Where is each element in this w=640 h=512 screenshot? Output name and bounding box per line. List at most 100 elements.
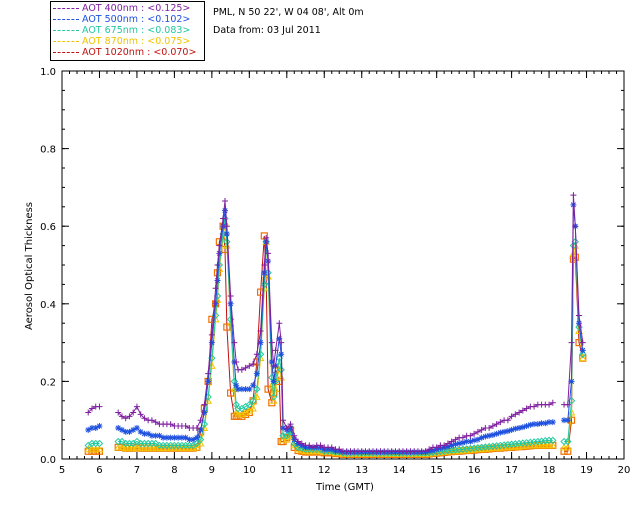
data-point	[137, 411, 144, 418]
data-point	[233, 359, 240, 365]
data-point	[156, 432, 163, 439]
data-point	[426, 446, 433, 453]
data-point	[478, 426, 485, 433]
y-tick-label: 1.0	[40, 67, 56, 78]
data-point	[568, 339, 575, 346]
data-point	[549, 436, 557, 445]
data-point	[88, 424, 95, 431]
data-point	[549, 399, 556, 406]
x-tick-label: 6	[96, 465, 102, 476]
data-point	[256, 350, 265, 358]
y-tick-label: 0.0	[40, 455, 56, 466]
data-point	[152, 432, 159, 439]
data-point	[270, 378, 277, 385]
series-line	[87, 218, 584, 454]
data-point	[141, 430, 148, 437]
data-point	[133, 437, 141, 446]
data-point	[125, 444, 134, 452]
data-point	[208, 331, 215, 338]
data-point	[130, 426, 137, 433]
data-point	[118, 413, 125, 420]
x-tick-label: 17	[505, 465, 518, 476]
x-axis-label: Time (GMT)	[315, 482, 374, 493]
data-point	[249, 404, 257, 412]
series-4	[84, 222, 587, 458]
data-point	[278, 339, 285, 346]
data-point	[516, 424, 523, 431]
data-point	[205, 378, 212, 385]
data-point	[267, 381, 276, 389]
data-point	[246, 386, 253, 393]
data-point	[148, 444, 156, 452]
data-point	[486, 432, 493, 439]
data-point	[317, 442, 324, 449]
data-point	[196, 435, 205, 444]
x-tick-label: 18	[543, 465, 556, 476]
legend-item-870: AOT 870nm : <0.075>	[53, 36, 190, 47]
data-point	[570, 192, 577, 199]
x-tick-label: 8	[171, 465, 177, 476]
data-point	[250, 360, 257, 367]
data-point	[151, 444, 160, 452]
data-point	[122, 428, 129, 435]
data-point	[576, 312, 583, 319]
legend-label: AOT 1020nm : <0.070>	[82, 47, 197, 58]
series-line	[87, 195, 584, 452]
data-point	[167, 434, 174, 441]
data-point	[523, 405, 530, 412]
data-point	[263, 234, 270, 241]
data-point	[208, 339, 215, 346]
data-point	[260, 280, 269, 289]
data-point	[214, 262, 221, 268]
data-point	[223, 323, 231, 331]
data-point	[197, 417, 204, 424]
data-point	[204, 396, 212, 404]
legend-item-500: AOT 500nm : <0.102>	[53, 14, 190, 25]
data-point	[526, 441, 535, 449]
axes: 5 6 7 8 9 10 11 12 13 14 15 16 17 18 19 20 0.0 0.2 0.4 0.6 0…	[40, 67, 630, 476]
data-point	[441, 442, 448, 449]
data-point	[212, 285, 219, 292]
data-point	[242, 364, 249, 371]
data-point	[163, 434, 170, 441]
data-point	[291, 436, 298, 443]
data-point	[452, 441, 459, 448]
legend-swatch	[53, 19, 79, 20]
data-point	[167, 421, 174, 428]
data-point	[519, 424, 526, 431]
legend-label: AOT 675nm : <0.083>	[82, 25, 191, 36]
data-point	[193, 439, 201, 448]
data-point	[264, 385, 272, 393]
data-point	[531, 421, 538, 428]
data-point	[118, 426, 125, 433]
data-point	[564, 447, 572, 455]
data-point	[121, 444, 130, 452]
data-point	[85, 409, 92, 416]
data-point	[151, 439, 160, 448]
x-tick-label: 14	[393, 465, 406, 476]
data-point	[88, 405, 95, 412]
data-point	[511, 442, 520, 450]
data-point	[238, 386, 245, 393]
data-point	[136, 444, 145, 452]
data-point	[568, 378, 575, 385]
data-point	[92, 424, 99, 431]
data-point	[268, 359, 275, 365]
data-point	[527, 421, 534, 428]
series-0	[85, 192, 586, 455]
data-point	[542, 420, 549, 427]
data-point	[474, 436, 481, 443]
data-point	[246, 362, 253, 369]
data-point	[261, 262, 268, 268]
data-point	[276, 320, 283, 327]
data-point	[144, 444, 153, 452]
data-point	[306, 442, 313, 449]
data-point	[175, 434, 182, 441]
data-point	[508, 413, 515, 420]
data-point	[478, 434, 485, 441]
data-point	[290, 439, 299, 448]
series-line	[87, 204, 584, 453]
data-point	[493, 430, 500, 437]
data-point	[564, 437, 572, 446]
data-point	[576, 320, 583, 327]
